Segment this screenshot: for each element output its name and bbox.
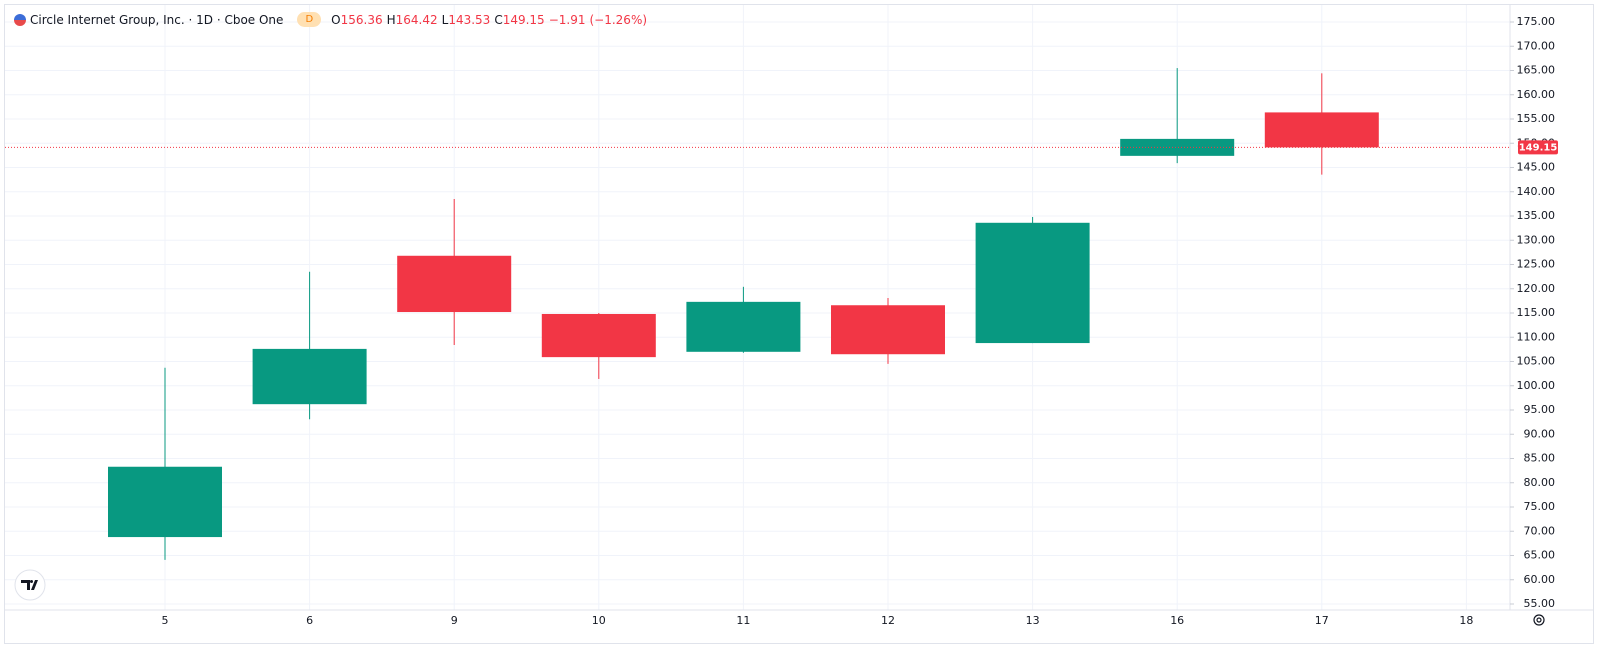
candle-body (686, 301, 801, 352)
y-tick-label: 165.00 (1517, 64, 1556, 77)
x-tick-label: 18 (1459, 614, 1473, 627)
y-tick-label: 170.00 (1517, 39, 1556, 52)
y-tick-label: 110.00 (1517, 330, 1556, 343)
candle-body (108, 466, 222, 538)
y-tick-label: 60.00 (1524, 573, 1556, 586)
y-tick-label: 75.00 (1524, 500, 1556, 513)
ohlc-key: O (331, 12, 341, 27)
y-tick-label: 175.00 (1517, 15, 1556, 28)
candle-body (541, 313, 656, 358)
tradingview-logo (14, 569, 46, 601)
candles (5, 68, 1510, 560)
chart-frame (4, 4, 1594, 644)
y-tick-label: 105.00 (1517, 355, 1556, 368)
x-tick-label: 17 (1315, 614, 1329, 627)
y-tick-label: 95.00 (1524, 403, 1556, 416)
y-tick-label: 120.00 (1517, 282, 1556, 295)
y-tick-label: 140.00 (1517, 185, 1556, 198)
x-tick-label: 9 (451, 614, 458, 627)
x-tick-label: 6 (306, 614, 313, 627)
interval-badge: D (297, 12, 322, 27)
ohlc-value: 149.15 (502, 12, 545, 27)
candle-body (975, 222, 1090, 344)
ohlc-value: 156.36 (340, 12, 383, 27)
y-tick-label: 90.00 (1524, 427, 1556, 440)
y-tick-label: 115.00 (1517, 306, 1556, 319)
x-tick-label: 5 (162, 614, 169, 627)
x-tick-label: 13 (1026, 614, 1040, 627)
x-tick-label: 16 (1170, 614, 1184, 627)
settings-icon[interactable] (1533, 614, 1545, 626)
change: −1.91 (548, 12, 586, 27)
ohlc-key: H (386, 12, 396, 27)
candle-body (831, 305, 945, 355)
x-tick-label: 11 (736, 614, 750, 627)
legend: Circle Internet Group, Inc. · 1D · Cboe … (14, 12, 647, 27)
change-percent: (−1.26%) (589, 12, 648, 27)
y-tick-label: 100.00 (1517, 379, 1556, 392)
ohlc-value: 164.42 (395, 12, 438, 27)
candle-body (1264, 112, 1379, 148)
x-tick-label: 12 (881, 614, 895, 627)
ohlc-values: O156.36 H164.42 L143.53 C149.15 −1.91 (−1.26%… (331, 13, 647, 27)
symbol-title: Circle Internet Group, Inc. · 1D · Cboe … (30, 12, 284, 27)
y-tick-label: 160.00 (1517, 88, 1556, 101)
ohlc-value: 143.53 (448, 12, 491, 27)
y-tick-label: 145.00 (1517, 161, 1556, 174)
y-tick-label: 130.00 (1517, 233, 1556, 246)
y-tick-label: 65.00 (1524, 549, 1556, 562)
ohlc-key: C (494, 12, 503, 27)
y-tick-label: 125.00 (1517, 258, 1556, 271)
y-tick-label: 80.00 (1524, 476, 1556, 489)
y-tick-label: 55.00 (1524, 597, 1556, 610)
candle-body (397, 255, 512, 313)
y-tick-label: 135.00 (1517, 209, 1556, 222)
price-label-box (1518, 140, 1558, 155)
candle-body (1120, 138, 1235, 156)
ohlc-key: L (441, 12, 449, 27)
y-tick-label: 70.00 (1524, 524, 1556, 537)
axes: 55.00 60.00 65.00 70.00 75.00 80.00 85.00 90.00… (5, 5, 1594, 627)
flag-icon (14, 13, 26, 26)
y-tick-label: 85.00 (1524, 452, 1556, 465)
y-tick-label: 155.00 (1517, 112, 1556, 125)
price-label: 149.15 (1519, 142, 1558, 153)
candle-body (252, 348, 367, 405)
x-tick-label: 10 (592, 614, 606, 627)
